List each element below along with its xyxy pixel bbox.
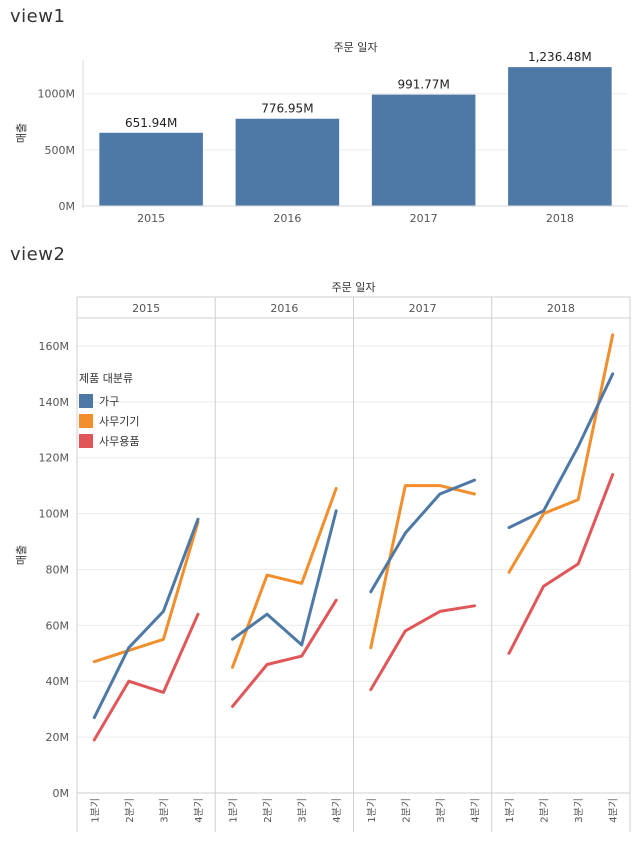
- bar-value-label-3: 1,236.48M: [528, 50, 592, 64]
- bar-3: [508, 67, 612, 206]
- series-1-panel-0: [92, 520, 200, 664]
- x-tick-3-1: 2분기: [539, 798, 551, 823]
- legend-label-2: 사무용품: [99, 435, 140, 448]
- panel-header-0: 2015: [132, 302, 160, 315]
- x-tick-1-1: 2분기: [262, 798, 274, 823]
- bar-y-tick-0: 0M: [59, 200, 76, 213]
- legend-label-0: 가구: [99, 395, 120, 408]
- legend-title: 제품 대분류: [79, 372, 134, 385]
- x-tick-2-1: 2분기: [400, 798, 412, 823]
- legend-swatch-0: [79, 394, 93, 408]
- line-y-tick-5: 100M: [39, 508, 70, 521]
- line-y-tick-8: 160M: [39, 340, 70, 353]
- line-y-tick-6: 120M: [39, 452, 70, 465]
- bar-1: [235, 118, 340, 206]
- x-tick-3-0: 1분기: [504, 798, 516, 823]
- bar-x-tick-1: 2016: [273, 212, 301, 225]
- series-0-panel-0: [92, 517, 200, 720]
- x-tick-0-2: 3분기: [158, 798, 170, 823]
- x-tick-1-0: 1분기: [228, 798, 240, 823]
- panel-header-2: 2017: [409, 302, 437, 315]
- line-y-tick-4: 80M: [46, 563, 70, 576]
- x-tick-2-3: 4분기: [469, 798, 481, 823]
- legend-swatch-2: [79, 434, 93, 448]
- legend: 제품 대분류 가구 사무기기 사무용품: [79, 370, 139, 451]
- bar-2: [371, 94, 476, 206]
- legend-item-1[interactable]: 사무기기: [79, 411, 139, 431]
- bar-value-label-1: 776.95M: [261, 102, 313, 116]
- line-chart-title: 주문 일자: [332, 280, 376, 294]
- x-tick-3-2: 3분기: [573, 798, 585, 823]
- series-1-panel-3: [507, 333, 615, 574]
- x-tick-2-2: 3분기: [435, 798, 447, 823]
- bar-x-tick-0: 2015: [137, 212, 165, 225]
- series-0-panel-1: [231, 509, 338, 647]
- x-tick-1-2: 3분기: [297, 798, 309, 823]
- bar-y-tick-1: 500M: [45, 144, 76, 157]
- x-tick-0-3: 4분기: [193, 798, 205, 823]
- line-y-tick-3: 60M: [46, 619, 70, 632]
- legend-label-1: 사무기기: [99, 415, 140, 428]
- view2-title: view2: [10, 244, 66, 265]
- line-y-tick-7: 140M: [39, 396, 70, 409]
- x-tick-2-0: 1분기: [366, 798, 378, 823]
- bar-0: [99, 132, 203, 206]
- x-tick-3-3: 4분기: [608, 798, 620, 823]
- series-2-panel-0: [92, 612, 200, 742]
- line-y-tick-1: 20M: [46, 731, 70, 744]
- legend-item-0[interactable]: 가구: [79, 391, 139, 411]
- x-tick-0-0: 1분기: [89, 798, 101, 823]
- x-tick-0-1: 2분기: [124, 798, 136, 823]
- series-0-panel-3: [507, 372, 615, 530]
- series-2-panel-2: [369, 604, 476, 692]
- bar-chart-title: 주문 일자: [334, 40, 378, 54]
- bar-value-label-2: 991.77M: [397, 78, 449, 92]
- series-2-panel-3: [507, 473, 615, 655]
- panel-header-1: 2016: [270, 302, 298, 315]
- legend-swatch-1: [79, 414, 93, 428]
- series-1-panel-2: [369, 484, 476, 650]
- bar-y-tick-2: 1000M: [38, 88, 76, 101]
- series-1-panel-1: [231, 486, 338, 669]
- bar-x-tick-3: 2018: [546, 212, 574, 225]
- series-0-panel-2: [369, 478, 476, 594]
- bar-x-tick-2: 2017: [410, 212, 438, 225]
- line-y-tick-0: 0M: [53, 787, 70, 800]
- line-y-tick-2: 40M: [46, 675, 70, 688]
- bar-y-axis-label: 매출: [15, 123, 28, 143]
- panel-header-3: 2018: [547, 302, 575, 315]
- x-tick-1-3: 4분기: [331, 798, 343, 823]
- line-y-axis-label: 매출: [15, 545, 28, 565]
- bar-value-label-0: 651.94M: [125, 116, 177, 130]
- legend-item-2[interactable]: 사무용품: [79, 431, 139, 451]
- view1-title: view1: [10, 6, 66, 27]
- series-2-panel-1: [231, 598, 338, 708]
